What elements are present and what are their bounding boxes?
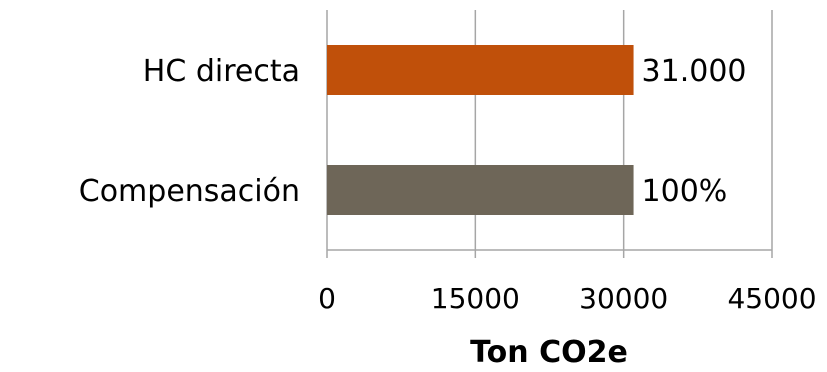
x-axis-title: Ton CO2e [470,335,628,367]
bar [327,165,634,215]
category-label: HC directa [143,54,300,89]
data-label: 100% [642,174,728,209]
x-tick-label: 15000 [431,282,520,315]
data-label: 31.000 [642,54,747,89]
category-label: Compensación [79,174,300,209]
bar-layer [327,45,634,215]
x-tick-label: 0 [318,282,336,315]
label-layer: 0 15000 30000 45000 HC directa 31.000 Compensa… [79,54,817,315]
x-tick-label: 45000 [727,282,816,315]
x-tick-label: 30000 [579,282,668,315]
bar [327,45,634,95]
